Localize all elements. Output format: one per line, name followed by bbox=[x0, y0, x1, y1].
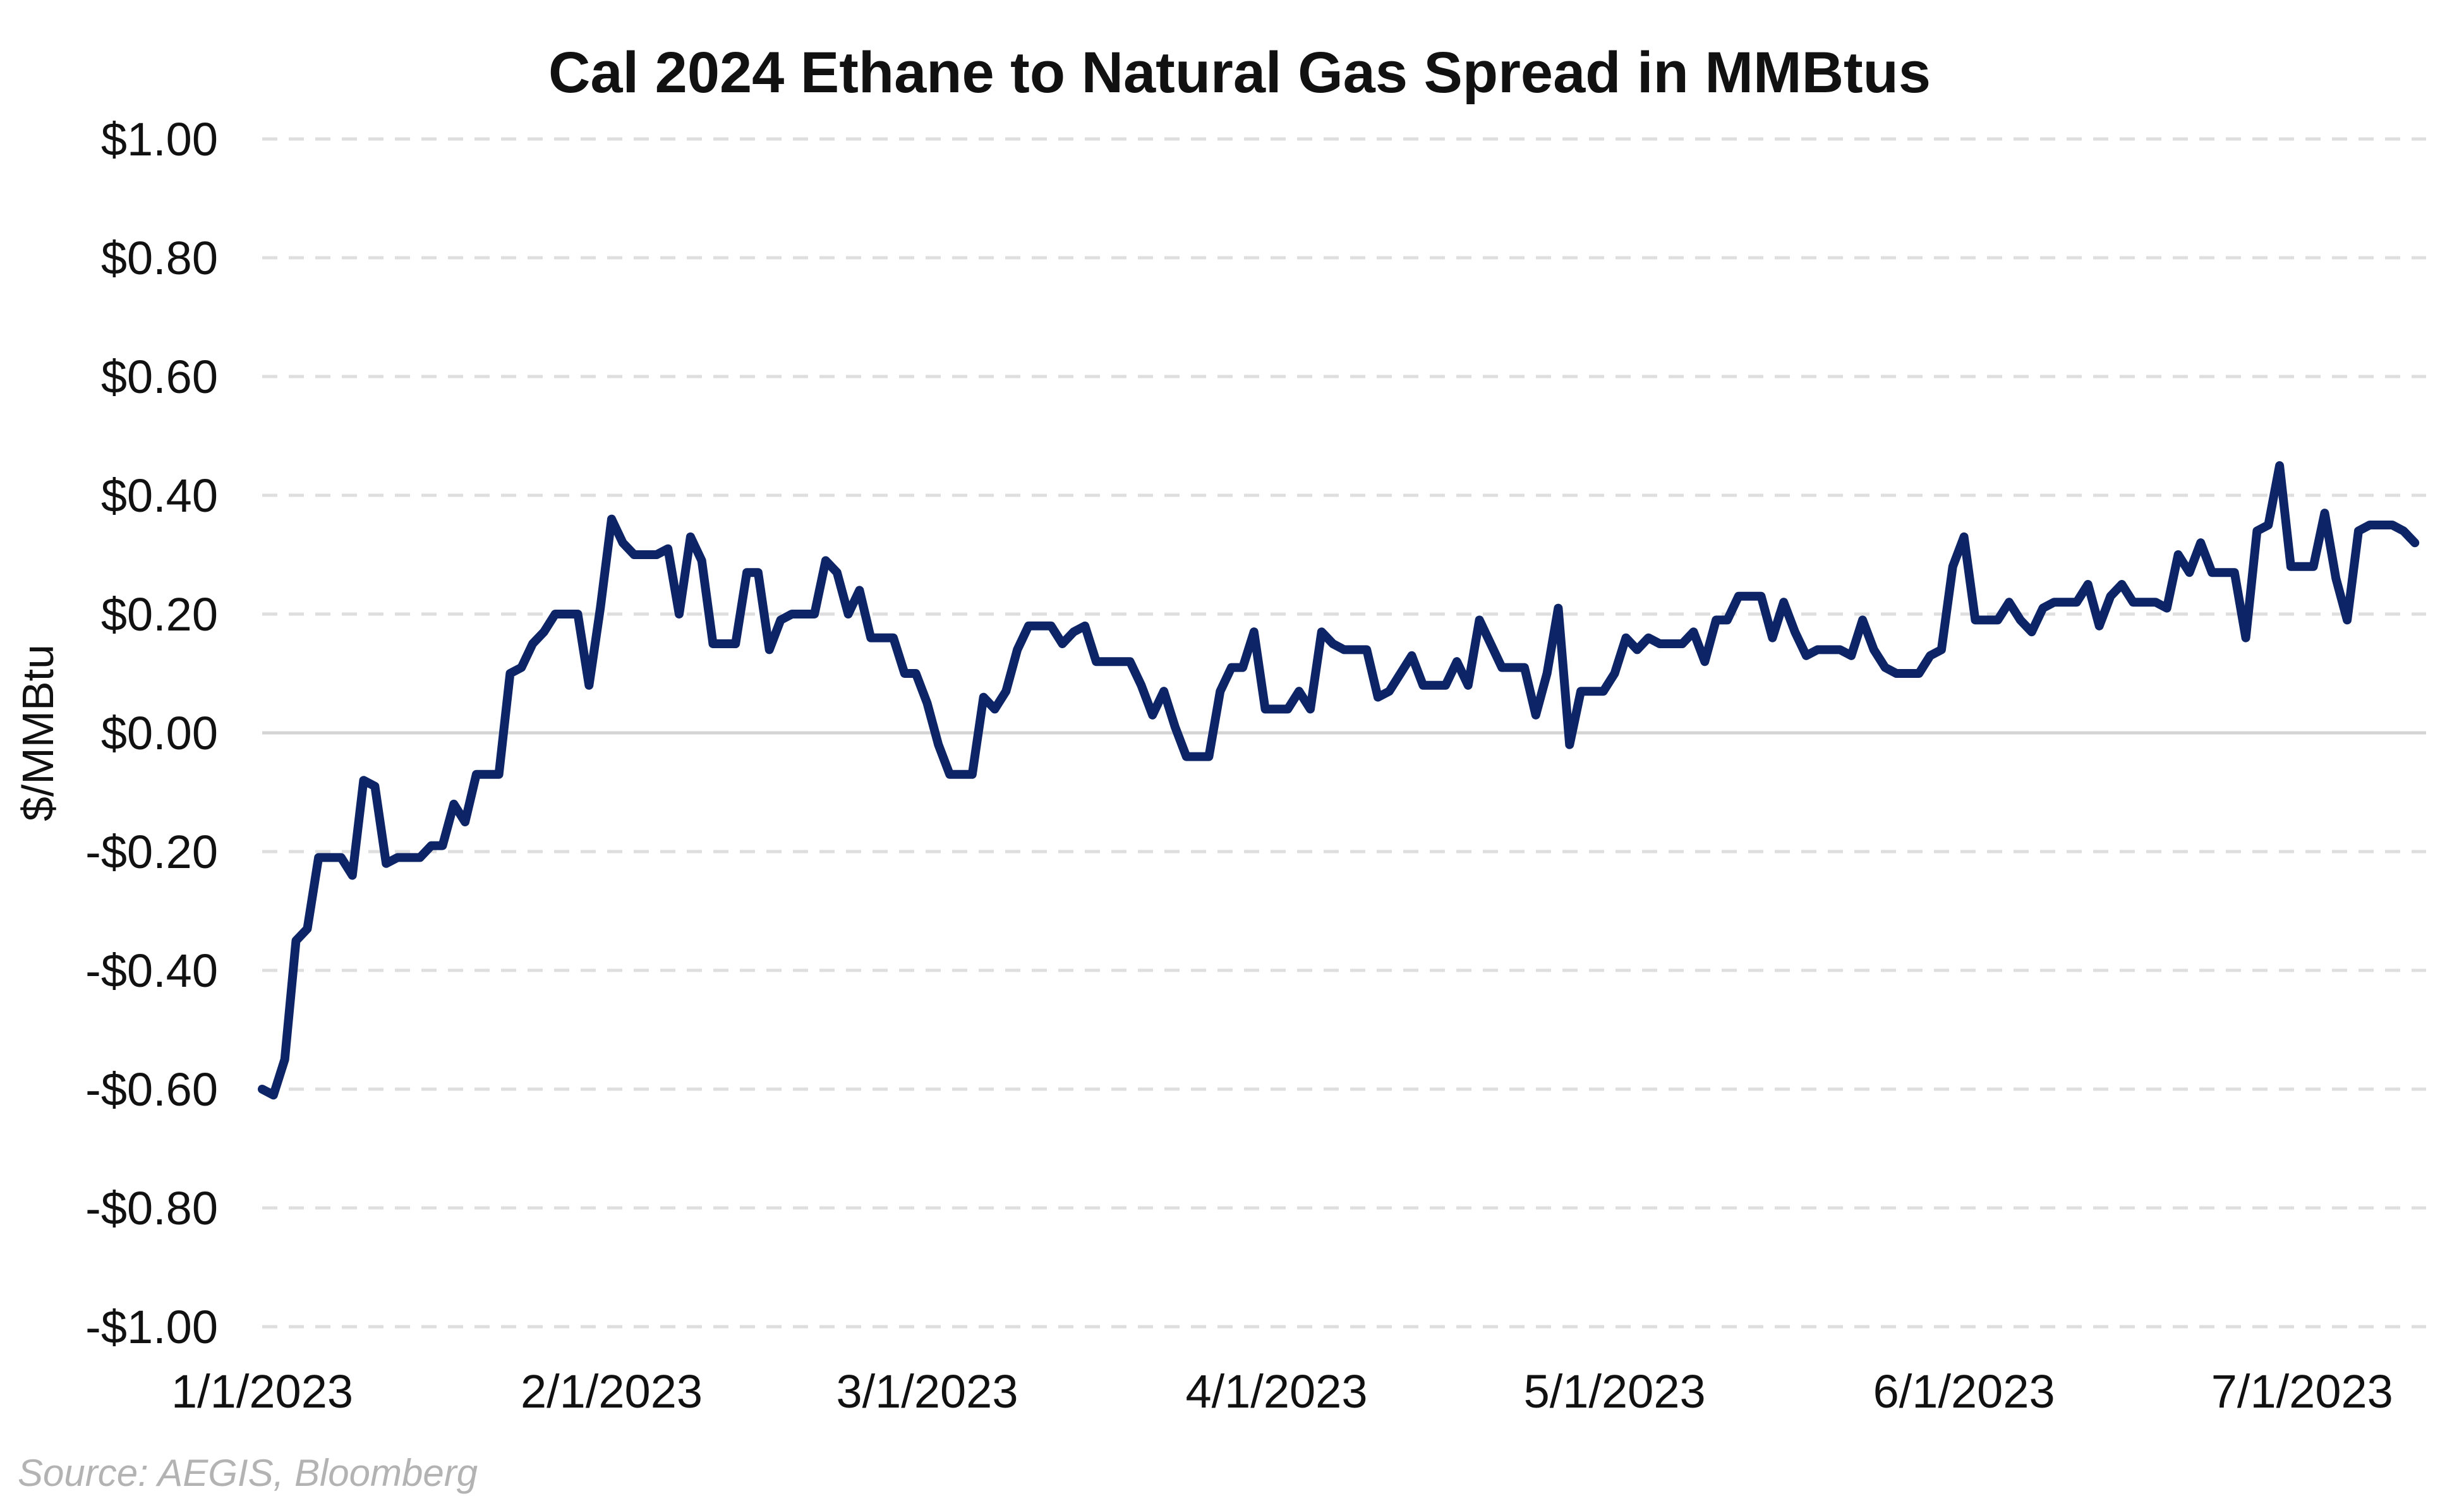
gridlines bbox=[262, 137, 2426, 1329]
x-tick-label: 5/1/2023 bbox=[1524, 1365, 1706, 1418]
y-tick-label: $0.80 bbox=[101, 232, 218, 284]
x-tick-label: 2/1/2023 bbox=[521, 1365, 703, 1418]
x-tick-label: 6/1/2023 bbox=[1873, 1365, 2055, 1418]
x-tick-label: 1/1/2023 bbox=[171, 1365, 353, 1418]
y-tick-label: -$0.80 bbox=[85, 1182, 218, 1234]
x-axis-ticks: 1/1/2023 2/1/2023 3/1/2023 4/1/2023 5/1/2023… bbox=[171, 1365, 2393, 1418]
chart-title: Cal 2024 Ethane to Natural Gas Spread in… bbox=[548, 40, 1931, 105]
y-tick-label: $1.00 bbox=[101, 113, 218, 166]
y-axis-ticks: $1.00 $0.80 $0.60 $0.40 $0.20 $0.00 -$0.20 -$0.… bbox=[85, 113, 218, 1353]
y-axis-label: $/MMBtu bbox=[13, 644, 63, 821]
y-tick-label: $0.40 bbox=[101, 469, 218, 522]
x-tick-label: 4/1/2023 bbox=[1185, 1365, 1367, 1418]
x-tick-label: 7/1/2023 bbox=[2211, 1365, 2393, 1418]
y-tick-label: -$1.00 bbox=[85, 1301, 218, 1353]
series-line bbox=[258, 461, 2420, 1100]
y-tick-label: $0.20 bbox=[101, 588, 218, 641]
x-tick-label: 3/1/2023 bbox=[836, 1365, 1018, 1418]
y-tick-label: -$0.20 bbox=[85, 826, 218, 878]
source-note: Source: AEGIS, Bloomberg bbox=[18, 1452, 478, 1494]
y-tick-label: $0.60 bbox=[101, 351, 218, 403]
y-tick-label: -$0.60 bbox=[85, 1063, 218, 1116]
series-layer bbox=[258, 461, 2420, 1100]
y-tick-label: -$0.40 bbox=[85, 944, 218, 997]
y-tick-label: $0.00 bbox=[101, 707, 218, 759]
